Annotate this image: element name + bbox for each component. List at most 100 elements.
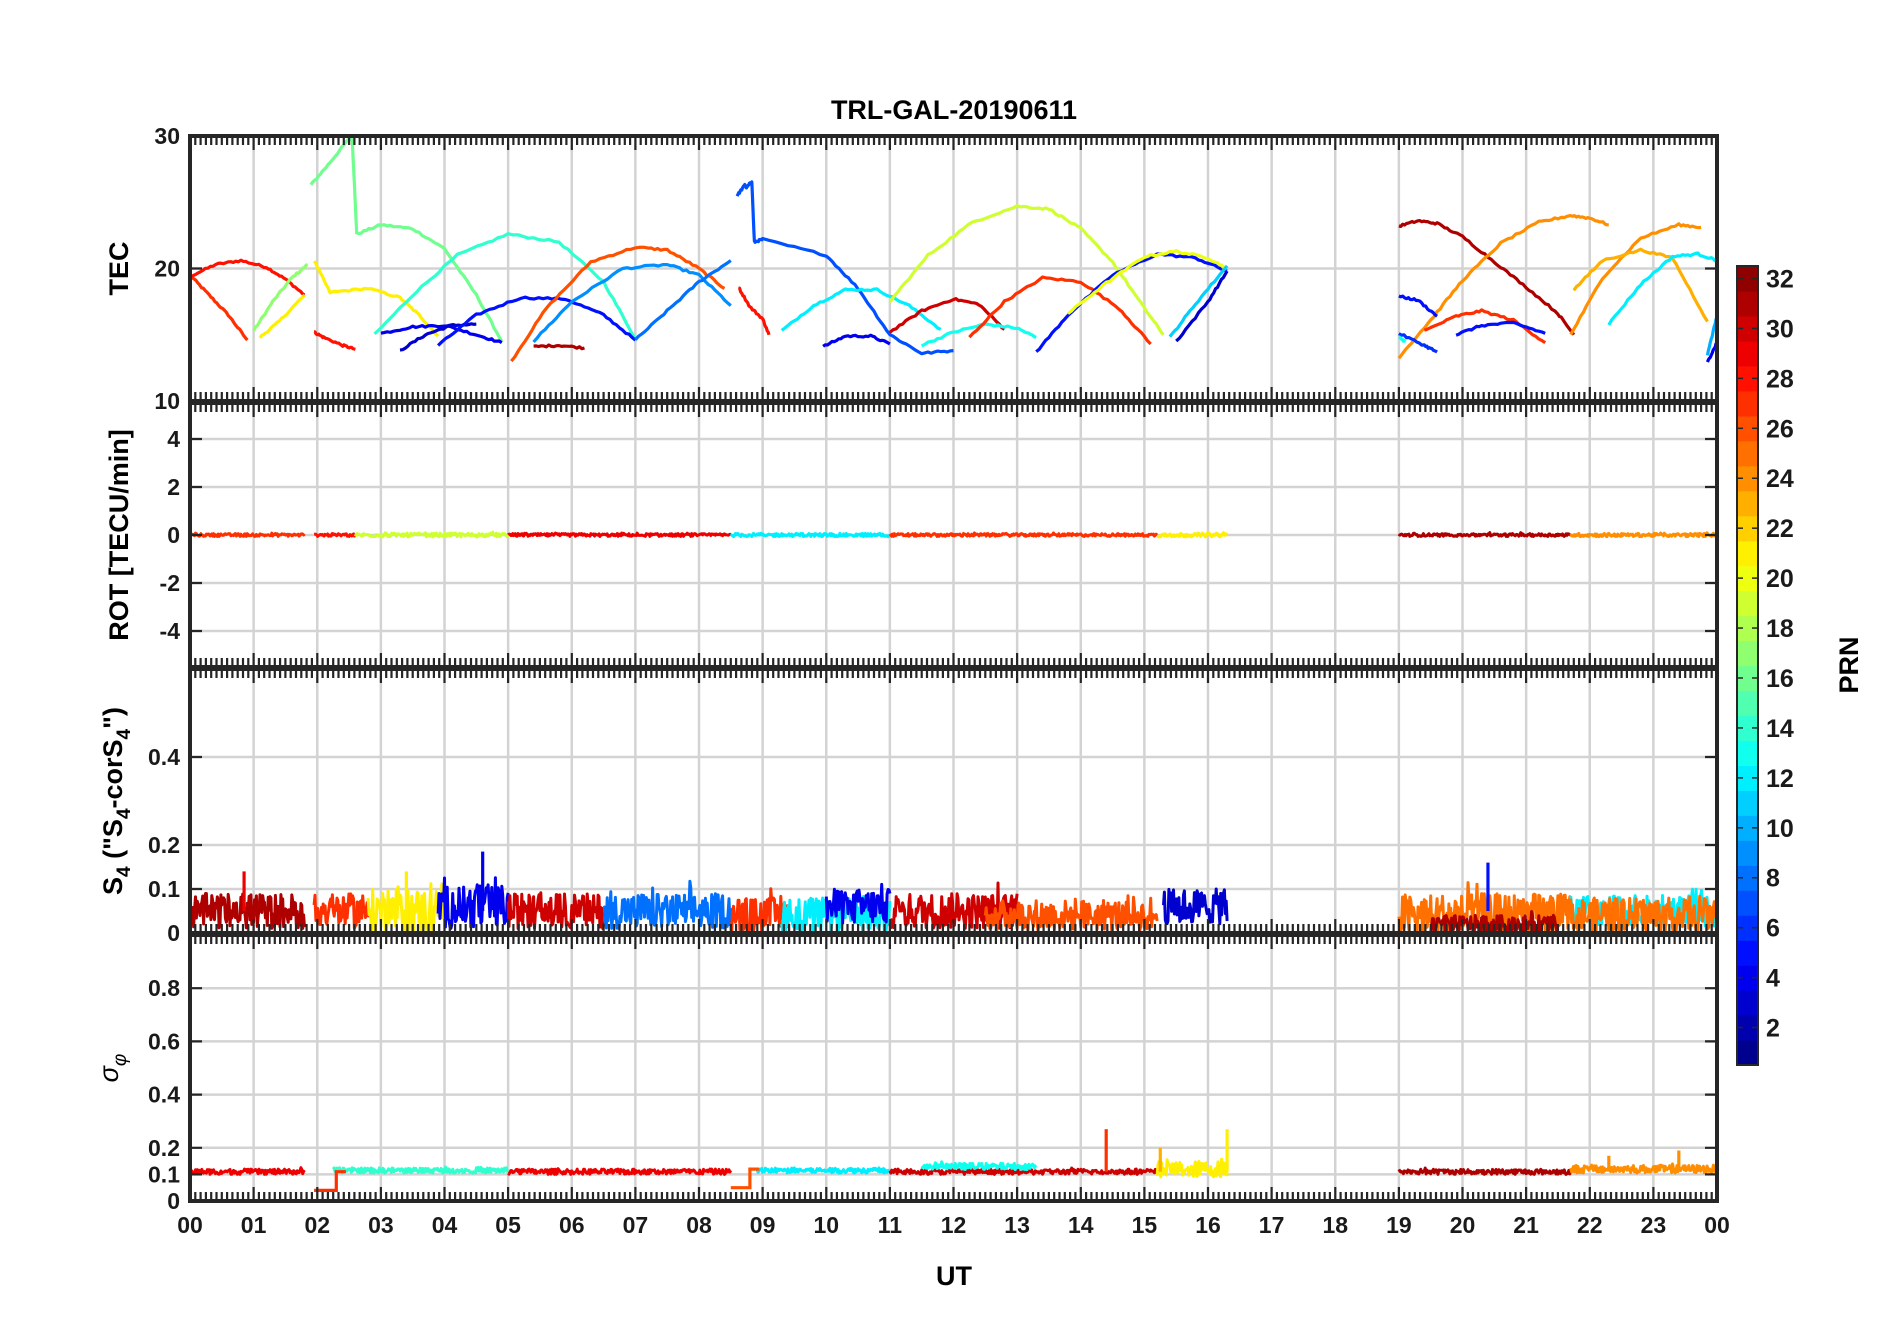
band-prn-21: [1156, 531, 1228, 539]
x-tick-label: 04: [432, 1212, 458, 1238]
y-label-part: ("S: [98, 819, 128, 866]
series-line-prn-5: [436, 295, 637, 347]
colorbar-tick-label: 32: [1766, 266, 1794, 294]
colorbar-swatch: [1737, 1040, 1758, 1066]
colorbar-swatch: [1737, 640, 1758, 667]
panel-s4: 00.10.20.4S4 ("S4-corS4"): [98, 667, 1719, 946]
x-tick-label: 11: [878, 1212, 903, 1238]
x-tick-label: 18: [1323, 1212, 1349, 1238]
colorbar-swatch: [1737, 365, 1758, 392]
series-line-prn-4: [380, 324, 503, 345]
band-prn-21: [1155, 1157, 1229, 1179]
colorbar-swatch: [1737, 790, 1758, 816]
colorbar-swatch: [1737, 890, 1758, 916]
band-prn-26: [983, 894, 1159, 932]
colorbar-tick-label: 6: [1766, 915, 1780, 943]
band-prn-27: [188, 531, 306, 538]
y-axis-label: ROT [TECU/min]: [104, 429, 134, 640]
series-line-prn-28: [737, 286, 771, 336]
y-tick-label: 4: [167, 426, 180, 452]
colorbar-tick-label: 22: [1766, 515, 1794, 543]
y-axis-label: σφ: [94, 1054, 131, 1083]
tick-marks: [188, 669, 1719, 935]
colorbar-swatch: [1737, 715, 1758, 742]
x-tick-label: 06: [559, 1212, 585, 1238]
y-tick-label: 0.8: [148, 975, 180, 1001]
colorbar-tick-label: 18: [1766, 615, 1794, 643]
series-line-prn-17: [252, 263, 309, 332]
colorbar-swatch: [1737, 740, 1758, 766]
band-prn-29: [507, 1167, 733, 1176]
band-prn-31: [1397, 1166, 1573, 1176]
colorbar-swatch: [1737, 865, 1758, 891]
band-prn-28: [313, 532, 357, 538]
series-line-prn-20: [1067, 249, 1229, 315]
band-prn-4: [824, 882, 892, 925]
y-tick-label: 0.1: [148, 1161, 180, 1187]
colorbar-label: PRN: [1834, 636, 1864, 693]
y-tick-label: -2: [160, 570, 180, 596]
series-line-prn-19: [888, 204, 1165, 336]
y-axis-label: TEC: [104, 242, 134, 296]
series-line-prn-27: [188, 273, 249, 342]
x-tick-label: 19: [1386, 1212, 1412, 1238]
band-prn-3: [1162, 887, 1229, 926]
colorbar-swatch: [1737, 765, 1758, 791]
y-tick-label: 30: [154, 123, 180, 149]
series-line-prn-26: [510, 245, 726, 363]
series-line-prn-27: [968, 275, 1152, 346]
panel-sigma_phi: 00.10.2 0.4 0.6 0.8 σφ 00 01 02 03 04 05 06 07 08 09 10…: [94, 933, 1730, 1238]
band-prn-19: [354, 530, 510, 539]
y-tick-label: 0: [167, 1188, 180, 1214]
band-prn-12: [755, 1166, 892, 1175]
series-line-prn-31: [533, 343, 585, 351]
colorbar-swatch: [1737, 990, 1758, 1016]
x-tick-label: 05: [495, 1212, 521, 1238]
y-tick-label: 0.4: [148, 1082, 180, 1108]
band-prn-31: [1397, 531, 1572, 538]
y-tick-label: 0.2: [148, 1135, 180, 1161]
y-label-part: "): [98, 707, 128, 729]
x-tick-label: 12: [941, 1212, 967, 1238]
band-prn-24: [1569, 531, 1719, 539]
axis-ticks: [188, 935, 1719, 1203]
y-label-part: σ: [94, 1064, 124, 1082]
x-axis-label: UT: [936, 1261, 972, 1291]
series-line-prn-23: [1572, 247, 1709, 323]
colorbar-swatch: [1737, 465, 1758, 492]
x-tick-label: 08: [686, 1212, 712, 1238]
series-line-prn-11: [1168, 264, 1229, 338]
colorbar-tick-label: 20: [1766, 565, 1794, 593]
colorbar-swatch: [1737, 915, 1758, 941]
y-tick-label: 0: [167, 522, 180, 548]
colorbar-tick-label: 8: [1766, 865, 1780, 893]
x-tick-label: 23: [1641, 1212, 1667, 1238]
series-line-prn-12: [1607, 251, 1718, 326]
x-tick-label: 13: [1004, 1212, 1030, 1238]
tick-marks: [188, 403, 1719, 667]
colorbar-tick-label: 12: [1766, 765, 1794, 793]
y-label-subscript: 4: [114, 866, 135, 877]
series-line-prn-5: [1398, 294, 1438, 318]
series-line-prn-24: [1397, 214, 1609, 360]
band-prn-27: [729, 887, 790, 935]
tick-marks: [188, 935, 1719, 1203]
colorbar-swatch: [1737, 840, 1758, 866]
band-prn-27: [888, 531, 1159, 538]
series-line-prn-30: [888, 297, 1006, 334]
colorbar-swatch: [1737, 615, 1758, 642]
chart-title: TRL-GAL-20190611: [831, 95, 1077, 125]
colorbar-swatch: [1737, 290, 1758, 317]
series-line-prn-13: [1397, 335, 1407, 343]
series-line-prn-21: [312, 260, 440, 338]
colorbar-swatch: [1737, 415, 1758, 442]
y-tick-label: 10: [154, 388, 180, 414]
y-label-subscript: 4: [114, 808, 135, 819]
colorbar-tick-label: 24: [1766, 465, 1794, 493]
y-label-part: S: [98, 877, 128, 895]
colorbar-swatch: [1737, 390, 1758, 417]
gridlines: [188, 935, 1719, 1203]
colorbar-swatch: [1737, 940, 1758, 966]
